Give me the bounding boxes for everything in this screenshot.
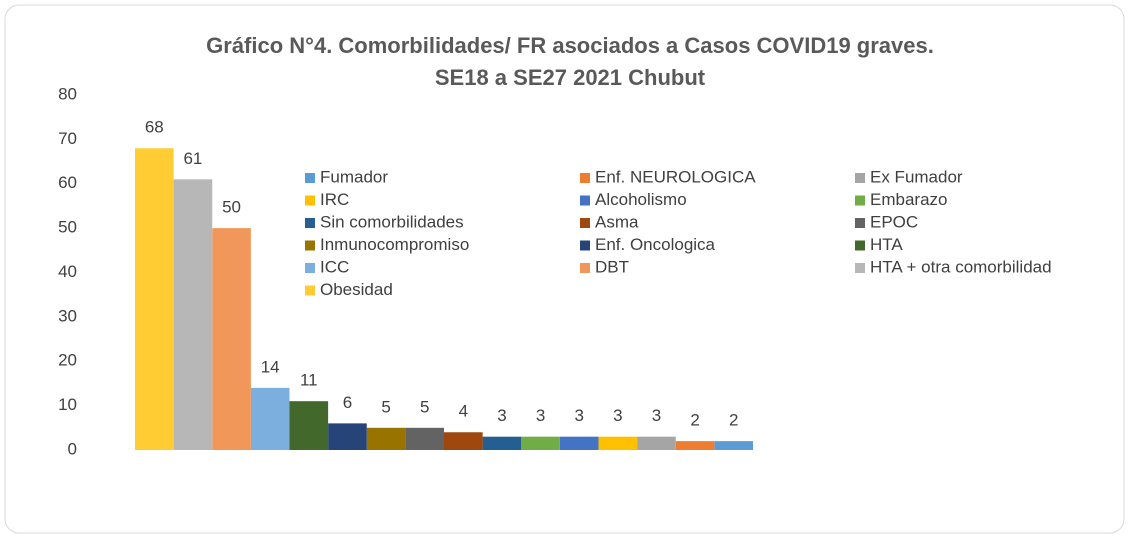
bar	[212, 228, 251, 450]
bar	[289, 401, 329, 450]
bar	[482, 436, 522, 450]
legend-label: Alcoholismo	[595, 190, 687, 209]
y-tick-label: 40	[58, 262, 77, 281]
bar	[405, 427, 444, 450]
legend-swatch	[580, 263, 590, 273]
data-label: 3	[574, 406, 583, 425]
legend-swatch	[305, 195, 315, 206]
legend-label: Fumador	[320, 167, 388, 186]
legend-swatch	[855, 218, 865, 228]
data-label: 3	[652, 406, 661, 425]
bar	[637, 436, 676, 450]
chart-title: Gráfico N°4. Comorbilidades/ FR asociado…	[206, 33, 934, 58]
legend-label: Asma	[595, 212, 639, 231]
legend-swatch	[855, 173, 865, 183]
bar	[328, 423, 367, 450]
bar	[521, 436, 560, 450]
bar	[444, 432, 483, 450]
legend-label: HTA	[870, 235, 903, 254]
legend-label: HTA + otra comorbilidad	[870, 257, 1052, 276]
legend-swatch	[855, 195, 865, 206]
chart-subtitle: SE18 a SE27 2021 Chubut	[435, 65, 706, 90]
y-tick-label: 0	[68, 439, 77, 458]
legend-label: Enf. NEUROLOGICA	[595, 167, 756, 186]
legend-label: ICC	[320, 257, 349, 276]
data-label: 3	[497, 406, 506, 425]
y-tick-label: 70	[58, 129, 77, 148]
data-label: 11	[300, 371, 318, 390]
data-label: 50	[222, 198, 241, 217]
legend-swatch	[580, 173, 590, 183]
y-tick-label: 60	[58, 173, 77, 192]
data-label: 3	[613, 406, 622, 425]
bar	[714, 441, 753, 450]
bar	[598, 436, 638, 450]
data-label: 61	[183, 149, 202, 168]
legend-swatch	[855, 240, 865, 251]
legend-swatch	[580, 218, 590, 228]
legend-swatch	[305, 263, 315, 273]
legend-swatch	[580, 240, 590, 251]
legend-label: Ex Fumador	[870, 167, 963, 186]
y-tick-label: 30	[58, 306, 77, 325]
legend-swatch	[580, 195, 590, 206]
data-label: 4	[459, 402, 468, 421]
bar	[135, 148, 174, 450]
data-label: 14	[261, 357, 280, 376]
legend-swatch	[305, 240, 315, 251]
legend-label: Obesidad	[320, 280, 393, 299]
legend-label: EPOC	[870, 212, 918, 231]
data-label: 3	[536, 406, 545, 425]
legend-swatch	[305, 173, 315, 183]
legend-label: DBT	[595, 257, 629, 276]
data-label: 5	[381, 397, 390, 416]
legend-swatch	[855, 263, 865, 273]
legend-label: Inmunocompromiso	[320, 235, 469, 254]
legend-label: Sin comorbilidades	[320, 212, 464, 231]
data-label: 68	[145, 118, 164, 137]
bar	[559, 436, 599, 450]
bar	[250, 387, 290, 450]
legend-label: Embarazo	[870, 190, 947, 209]
data-label: 2	[690, 411, 699, 430]
bar	[366, 427, 406, 450]
legend-swatch	[305, 218, 315, 228]
y-tick-label: 80	[58, 84, 77, 103]
bar	[173, 179, 213, 450]
y-tick-label: 20	[58, 351, 77, 370]
data-label: 2	[729, 411, 738, 430]
y-tick-label: 10	[58, 395, 77, 414]
data-label: 6	[343, 393, 352, 412]
legend-label: Enf. Oncologica	[595, 235, 716, 254]
legend-label: IRC	[320, 190, 349, 209]
data-label: 5	[420, 397, 429, 416]
y-tick-label: 50	[58, 218, 77, 237]
legend-swatch	[305, 285, 315, 296]
bar	[675, 441, 715, 450]
